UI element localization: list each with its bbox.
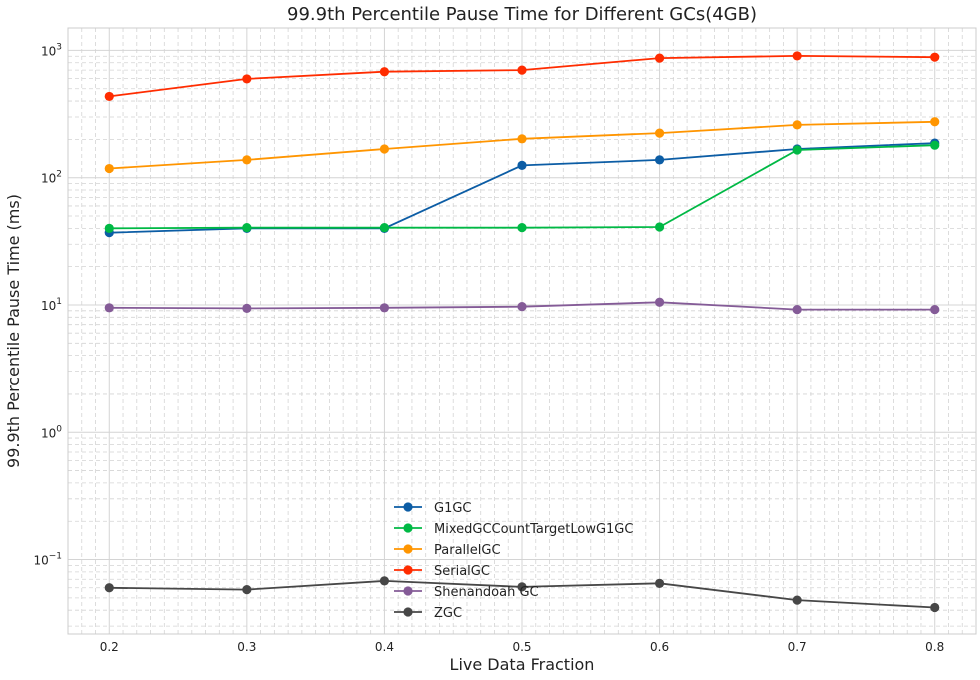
legend-label-shenandoah-gc: Shenandoah GC bbox=[434, 585, 539, 600]
data-point-parallelgc bbox=[792, 120, 802, 130]
data-point-shenandoah-gc bbox=[242, 303, 252, 313]
data-point-g1gc bbox=[517, 160, 527, 170]
x-tick-label: 0.5 bbox=[512, 640, 531, 654]
legend-label-g1gc: G1GC bbox=[434, 501, 472, 516]
x-tick-label: 0.8 bbox=[925, 640, 944, 654]
data-point-zgc bbox=[517, 582, 527, 592]
data-point-serialgc bbox=[930, 52, 940, 62]
y-axis-label: 99.9th Percentile Pause Time (ms) bbox=[4, 194, 23, 468]
legend: G1GC MixedGCCountTargetLowG1GC ParallelGC S… bbox=[394, 501, 633, 621]
y-tick-label: 101 bbox=[41, 297, 62, 313]
y-axis-ticks: 10−1 100 101 102 103 bbox=[33, 42, 62, 567]
data-point-zgc bbox=[242, 585, 252, 595]
x-tick-label: 0.4 bbox=[375, 640, 394, 654]
data-point-mixedgccounttargetlowg1gc bbox=[242, 223, 252, 233]
data-point-serialgc bbox=[654, 53, 665, 63]
data-point-shenandoah-gc bbox=[104, 303, 114, 313]
legend-label-zgc: ZGC bbox=[434, 606, 462, 621]
data-point-zgc bbox=[104, 583, 114, 593]
legend-marker-parallelgc bbox=[403, 544, 413, 554]
data-point-shenandoah-gc bbox=[792, 304, 802, 315]
x-tick-label: 0.2 bbox=[100, 640, 119, 654]
data-point-mixedgccounttargetlowg1gc bbox=[379, 223, 390, 233]
data-point-zgc bbox=[654, 578, 665, 588]
legend-label-serialgc: SerialGC bbox=[434, 564, 490, 579]
data-point-zgc bbox=[930, 602, 940, 613]
data-point-parallelgc bbox=[379, 144, 390, 154]
data-point-g1gc bbox=[654, 155, 665, 165]
data-point-mixedgccounttargetlowg1gc bbox=[654, 222, 665, 232]
data-point-parallelgc bbox=[654, 128, 665, 138]
legend-marker-mixedgccounttargetlowg1gc bbox=[403, 523, 413, 533]
data-point-parallelgc bbox=[517, 134, 527, 144]
data-point-shenandoah-gc bbox=[654, 297, 665, 307]
data-point-mixedgccounttargetlowg1gc bbox=[104, 223, 114, 233]
data-point-shenandoah-gc bbox=[517, 302, 527, 312]
chart-title: 99.9th Percentile Pause Time for Differe… bbox=[287, 4, 757, 25]
data-point-serialgc bbox=[104, 91, 114, 102]
data-point-shenandoah-gc bbox=[379, 303, 390, 313]
y-tick-label: 102 bbox=[41, 170, 62, 186]
data-point-parallelgc bbox=[104, 163, 114, 174]
y-tick-label: 103 bbox=[41, 42, 62, 58]
plot-frame bbox=[67, 27, 977, 635]
data-point-parallelgc bbox=[930, 117, 940, 127]
data-point-mixedgccounttargetlowg1gc bbox=[792, 145, 802, 155]
data-point-mixedgccounttargetlowg1gc bbox=[517, 223, 527, 233]
x-axis-ticks: 0.2 0.3 0.4 0.5 0.6 0.7 0.8 bbox=[100, 640, 945, 654]
legend-marker-serialgc bbox=[403, 565, 413, 575]
data-point-serialgc bbox=[379, 67, 390, 77]
y-tick-label: 100 bbox=[41, 424, 62, 440]
x-axis-label: Live Data Fraction bbox=[450, 655, 595, 674]
data-point-serialgc bbox=[517, 65, 527, 75]
legend-label-parallelgc: ParallelGC bbox=[434, 543, 501, 558]
y-tick-label: 10−1 bbox=[33, 552, 62, 568]
x-tick-label: 0.6 bbox=[650, 640, 669, 654]
x-tick-label: 0.7 bbox=[788, 640, 807, 654]
legend-marker-zgc bbox=[403, 607, 413, 617]
legend-marker-shenandoah-gc bbox=[403, 586, 413, 596]
data-point-shenandoah-gc bbox=[930, 304, 940, 315]
data-point-serialgc bbox=[792, 51, 802, 61]
data-point-serialgc bbox=[242, 74, 252, 84]
data-point-parallelgc bbox=[242, 155, 252, 165]
data-point-zgc bbox=[379, 576, 390, 586]
data-point-zgc bbox=[792, 595, 802, 605]
legend-label-mixedgccounttargetlowg1gc: MixedGCCountTargetLowG1GC bbox=[434, 522, 633, 537]
x-tick-label: 0.3 bbox=[237, 640, 256, 654]
data-point-mixedgccounttargetlowg1gc bbox=[930, 140, 940, 150]
grid bbox=[67, 28, 977, 634]
series-layer bbox=[104, 51, 940, 613]
legend-marker-g1gc bbox=[403, 502, 413, 512]
